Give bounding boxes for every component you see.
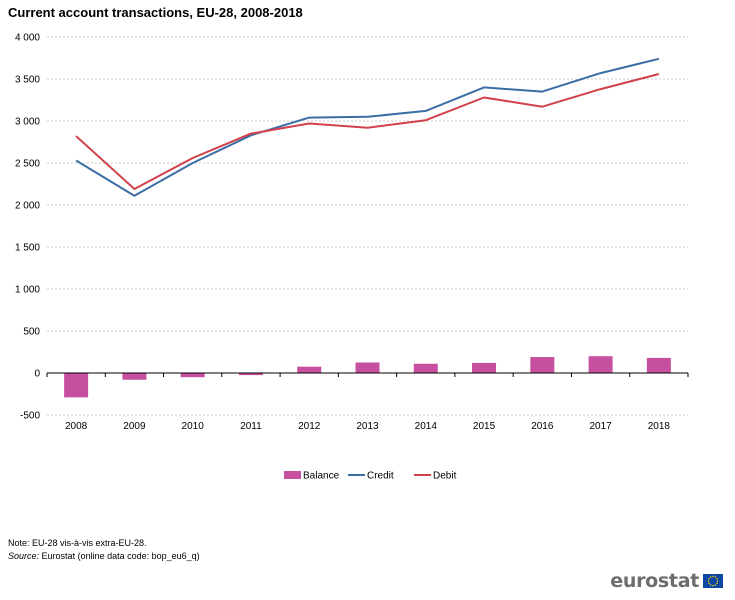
x-axis-ticks: 2008 2009 2010 2011 2012 2013 2014 2015 2016 2017… bbox=[46, 373, 689, 432]
x-tick-label: 2017 bbox=[589, 421, 612, 432]
balance-bar-2011 bbox=[238, 373, 263, 376]
y-tick-label: 3 000 bbox=[15, 117, 40, 128]
chart-area: -500 0 500 1 000 1 500 2 000 2 500 3 000 3 500 4 … bbox=[15, 33, 689, 482]
balance-bar-2018 bbox=[646, 357, 671, 373]
x-tick-label: 2008 bbox=[65, 421, 88, 432]
debit-line bbox=[75, 73, 660, 190]
legend-label: Debit bbox=[433, 471, 457, 482]
y-tick-label: 1 000 bbox=[15, 285, 40, 296]
y-tick-label: 3 500 bbox=[15, 75, 40, 86]
balance-bar-2016 bbox=[530, 357, 555, 373]
balance-bar-2010 bbox=[180, 373, 205, 378]
y-tick-label: -500 bbox=[20, 411, 40, 422]
eu-flag-icon bbox=[703, 574, 723, 588]
legend: Balance Credit Debit bbox=[284, 471, 457, 482]
legend-label: Balance bbox=[303, 471, 340, 482]
balance-bars bbox=[64, 356, 671, 398]
x-tick-label: 2009 bbox=[123, 421, 146, 432]
balance-bar-2015 bbox=[472, 362, 497, 373]
balance-bar-2014 bbox=[413, 363, 438, 373]
legend-item-debit: Debit bbox=[414, 471, 457, 482]
x-tick-label: 2018 bbox=[648, 421, 671, 432]
source-text: Eurostat (online data code: bop_eu6_q) bbox=[41, 551, 200, 561]
balance-bar-2012 bbox=[297, 366, 322, 373]
y-tick-label: 2 000 bbox=[15, 201, 40, 212]
eurostat-logo: eurostat bbox=[610, 570, 723, 592]
x-tick-label: 2016 bbox=[531, 421, 554, 432]
x-tick-label: 2015 bbox=[473, 421, 496, 432]
logo-text: eurostat bbox=[610, 570, 699, 592]
balance-bar-2008 bbox=[64, 373, 89, 398]
series-lines bbox=[75, 57, 660, 197]
y-tick-label: 0 bbox=[34, 369, 40, 380]
footnote-source: Source: Eurostat (online data code: bop_… bbox=[8, 551, 200, 561]
x-tick-label: 2011 bbox=[240, 421, 262, 432]
source-label: Source: bbox=[8, 551, 40, 561]
x-tick-label: 2012 bbox=[298, 421, 321, 432]
balance-bar-2009 bbox=[122, 373, 147, 380]
balance-bar-2017 bbox=[588, 356, 613, 373]
credit-line bbox=[75, 57, 660, 197]
y-tick-label: 2 500 bbox=[15, 159, 40, 170]
x-tick-label: 2014 bbox=[415, 421, 438, 432]
chart-title: Current account transactions, EU-28, 200… bbox=[8, 5, 303, 20]
y-axis-tick-labels: -500 0 500 1 000 1 500 2 000 2 500 3 000 3 500 4 … bbox=[15, 33, 40, 422]
footnote-note: Note: EU-28 vis-à-vis extra-EU-28. bbox=[8, 538, 147, 548]
y-tick-label: 4 000 bbox=[15, 33, 40, 44]
x-tick-label: 2010 bbox=[182, 421, 205, 432]
legend-label: Credit bbox=[367, 471, 394, 482]
y-tick-label: 500 bbox=[23, 327, 40, 338]
x-tick-label: 2013 bbox=[356, 421, 379, 432]
y-tick-label: 1 500 bbox=[15, 243, 40, 254]
legend-item-balance: Balance bbox=[284, 471, 340, 482]
legend-item-credit: Credit bbox=[348, 471, 394, 482]
gridlines bbox=[47, 36, 688, 416]
balance-bar-2013 bbox=[355, 362, 380, 373]
legend-swatch bbox=[284, 471, 301, 479]
